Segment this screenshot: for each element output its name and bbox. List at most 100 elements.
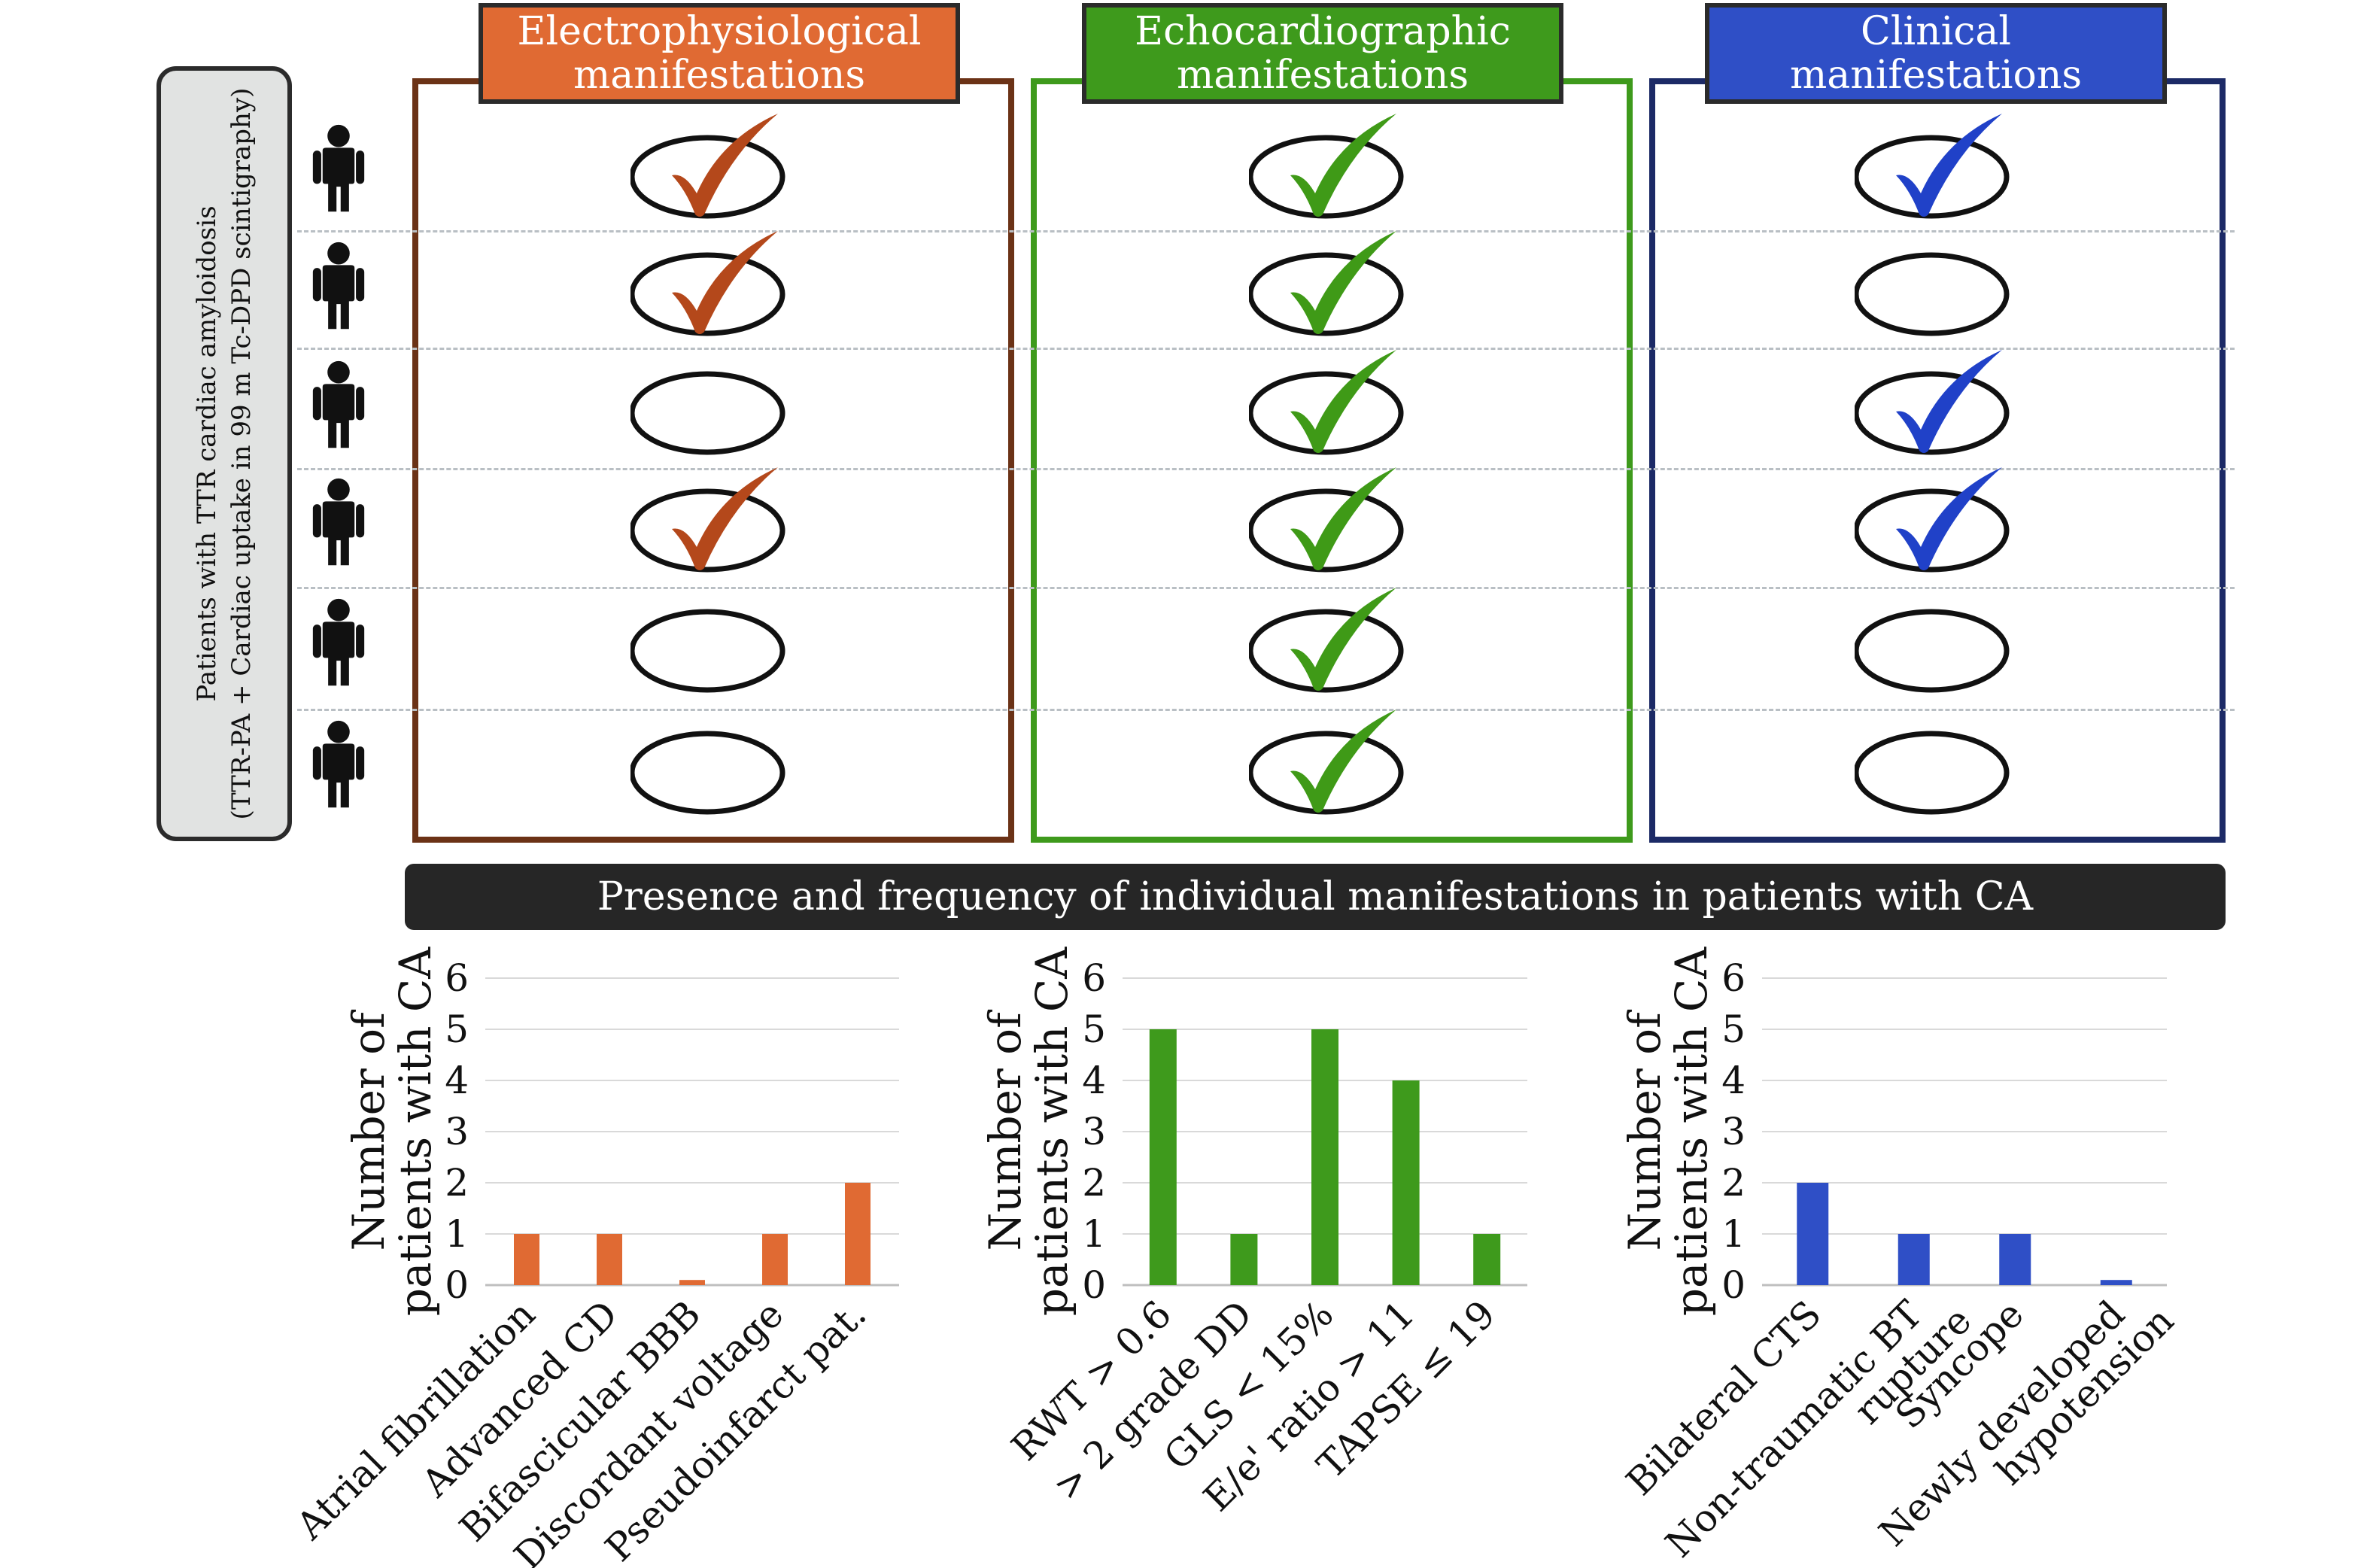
echo-cell-row-6 (1249, 710, 1404, 815)
bar (1999, 1234, 2031, 1285)
empty-ellipse (1855, 488, 2010, 573)
row-divider (297, 468, 2235, 470)
y-tick-label: 0 (1082, 1263, 1106, 1307)
y-tick-label: 5 (1082, 1007, 1106, 1051)
bar (514, 1234, 539, 1285)
checkmark-icon (1290, 231, 1396, 334)
checkmark-icon (1896, 114, 2002, 217)
checkmark-icon (1290, 588, 1396, 691)
y-axis-label: Number ofpatients with CA (980, 947, 1077, 1316)
echo-cell-row-2 (1249, 231, 1404, 336)
checkmark-icon (672, 231, 778, 334)
y-tick-label: 2 (1721, 1161, 1746, 1205)
checkmark-icon (1896, 350, 2002, 453)
clinical-bar-chart: 0 1 2 3 4 5 6 Number ofpatients with CA Bilatera… (1565, 947, 2317, 1566)
electro-bar-chart: 0 1 2 3 4 5 6 Number ofpatients with CA Atrial f… (287, 947, 1053, 1568)
y-tick-label: 0 (1721, 1263, 1746, 1307)
electro-cell-row-4 (630, 467, 785, 573)
electro-cell-row-3 (630, 371, 785, 455)
row-divider (297, 587, 2235, 589)
checkmark-icon (672, 467, 778, 570)
person-icon (312, 720, 365, 808)
checkmark-icon (1290, 350, 1396, 453)
person-icon (312, 242, 365, 330)
clinical-cell-row-3 (1855, 350, 2010, 455)
checkmark-icon (672, 114, 778, 217)
y-tick-label: 0 (445, 1263, 469, 1307)
y-tick-label: 5 (1721, 1007, 1746, 1051)
bar (845, 1183, 871, 1285)
y-tick-label: 6 (1082, 956, 1106, 1000)
y-tick-label: 3 (1082, 1110, 1106, 1153)
electro-cell-row-5 (630, 609, 785, 693)
y-tick-label: 3 (445, 1110, 469, 1153)
y-axis-label: Number ofpatients with CA (343, 947, 441, 1316)
y-tick-label: 4 (445, 1059, 469, 1102)
y-tick-label: 4 (1721, 1059, 1746, 1102)
clinical-title-text: Clinical manifestations (1789, 9, 2083, 98)
bar (1392, 1080, 1420, 1285)
bar (1473, 1234, 1501, 1285)
bar (1149, 1029, 1177, 1285)
empty-ellipse (1249, 488, 1404, 573)
echo-cell-row-1 (1249, 114, 1404, 219)
checkmark-icon (1290, 114, 1396, 217)
person-icon (312, 124, 365, 212)
bar (597, 1234, 622, 1285)
banner-text: Presence and frequency of individual man… (597, 874, 2034, 919)
echo-cell-row-4 (1249, 467, 1404, 573)
clinical-cell-row-6 (1855, 731, 2010, 815)
empty-ellipse (630, 135, 785, 219)
empty-ellipse (1249, 609, 1404, 693)
clinical-cell-row-2 (1855, 252, 2010, 336)
clinical-cell-row-4 (1855, 467, 2010, 573)
empty-ellipse (1249, 252, 1404, 336)
echo-cell-row-3 (1249, 350, 1404, 455)
electro-cell-row-6 (630, 731, 785, 815)
empty-ellipse (630, 731, 785, 815)
y-tick-label: 1 (1082, 1212, 1106, 1256)
empty-ellipse (630, 371, 785, 455)
empty-ellipse (1855, 609, 2010, 693)
echo-title-line2: manifestations (1176, 53, 1469, 98)
clinical-cell-row-5 (1855, 609, 2010, 693)
y-tick-label: 6 (1721, 956, 1746, 1000)
side-label-line1: Patients with TTR cardiac amyloidosis (192, 205, 222, 702)
empty-ellipse (1249, 371, 1404, 455)
bar (762, 1234, 788, 1285)
y-tick-label: 2 (445, 1161, 469, 1205)
bar (1898, 1234, 1930, 1285)
echo-title: Echocardiographic manifestations (1082, 3, 1563, 104)
empty-ellipse (1249, 135, 1404, 219)
empty-ellipse (1855, 252, 2010, 336)
y-tick-label: 2 (1082, 1161, 1106, 1205)
y-tick-label: 3 (1721, 1110, 1746, 1153)
bar (2100, 1280, 2132, 1285)
y-tick-label: 1 (445, 1212, 469, 1256)
y-tick-label: 4 (1082, 1059, 1106, 1102)
summary-banner: Presence and frequency of individual man… (405, 864, 2226, 930)
empty-ellipse (630, 609, 785, 693)
y-tick-label: 6 (445, 956, 469, 1000)
electro-title-line2: manifestations (573, 53, 866, 98)
clinical-title: Clinical manifestations (1705, 3, 2167, 104)
electro-title: Electrophysiological manifestations (479, 3, 960, 104)
bar (1230, 1234, 1258, 1285)
empty-ellipse (630, 252, 785, 336)
electro-cell-row-2 (630, 231, 785, 336)
checkmark-icon (1290, 467, 1396, 570)
bar (1311, 1029, 1338, 1285)
row-divider (297, 230, 2235, 232)
empty-ellipse (630, 488, 785, 573)
empty-ellipse (1855, 371, 2010, 455)
echo-title-line1: Echocardiographic (1135, 9, 1511, 54)
clinical-cell-row-1 (1855, 114, 2010, 219)
electro-title-line1: Electrophysiological (517, 9, 922, 54)
empty-ellipse (1249, 731, 1404, 815)
checkmark-icon (1896, 467, 2002, 570)
empty-ellipse (1855, 731, 2010, 815)
bar (679, 1280, 705, 1285)
person-icon (312, 478, 365, 566)
row-divider (297, 348, 2235, 350)
checkmark-icon (1290, 710, 1396, 813)
